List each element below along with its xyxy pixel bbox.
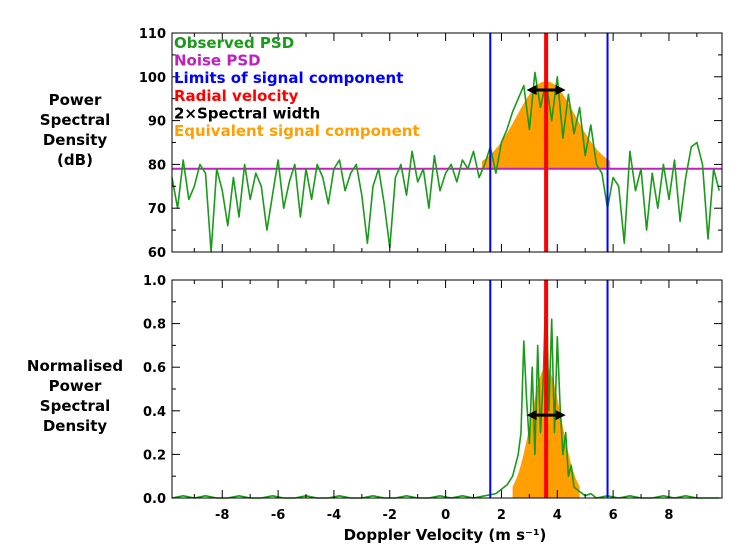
psd-panel-top: 60 70 80 90 100 110 (139, 27, 723, 261)
spectral-width-arrowhead-right (555, 84, 566, 95)
y-tick-label: 100 (139, 71, 166, 86)
observed-psd-line (171, 279, 720, 499)
legend-entry: Equivalent signal component (174, 122, 420, 140)
x-tick-label: 4 (553, 508, 562, 523)
x-tick-label: 6 (609, 508, 618, 523)
y-tick-label: 0.2 (143, 448, 166, 463)
legend-entry: Noise PSD (174, 52, 261, 70)
y-tick-label: 0.8 (143, 318, 166, 333)
y-axis-label-bottom: Normalised Power Spectral Density (26, 357, 124, 435)
x-tick-label: 2 (497, 508, 506, 523)
legend-entry: 2×Spectral width (174, 104, 320, 122)
x-tick-label: -4 (327, 508, 341, 523)
y-tick-label: 0.6 (143, 361, 166, 376)
y-tick-label: 110 (139, 27, 166, 42)
x-axis-label: Doppler Velocity (m s⁻¹) (344, 526, 547, 544)
x-tick-label: -8 (215, 508, 229, 523)
normalised-psd-panel-bottom: 0.0 0.2 0.4 0.6 0.8 1.0 -8 -6 -4 -2 0 2 4 6 8 (143, 274, 723, 523)
y-tick-label: 1.0 (143, 274, 166, 289)
y-tick-label: 70 (148, 202, 166, 217)
y-tick-label: 0.4 (143, 405, 166, 420)
y-tick-label: 80 (148, 158, 166, 173)
spectral-width-arrowhead-left (526, 410, 537, 421)
legend-entry: Limits of signal component (174, 69, 403, 87)
legend-entry: Observed PSD (174, 34, 294, 52)
y-axis-label-top: Power Spectral Density (dB) (39, 91, 111, 169)
x-tick-label: -2 (383, 508, 397, 523)
y-tick-label: 60 (148, 246, 166, 261)
x-tick-label: 0 (441, 508, 450, 523)
observed-psd-line (171, 71, 720, 253)
spectral-width-arrowhead-right (555, 410, 566, 421)
y-tick-label: 0.0 (143, 492, 166, 507)
x-tick-label: -6 (271, 508, 285, 523)
plot-frame-bottom (171, 279, 723, 499)
spectral-width-arrowhead-left (526, 84, 537, 95)
legend-entry: Radial velocity (174, 87, 299, 105)
x-tick-label: 8 (664, 508, 673, 523)
y-tick-label: 90 (148, 115, 166, 130)
